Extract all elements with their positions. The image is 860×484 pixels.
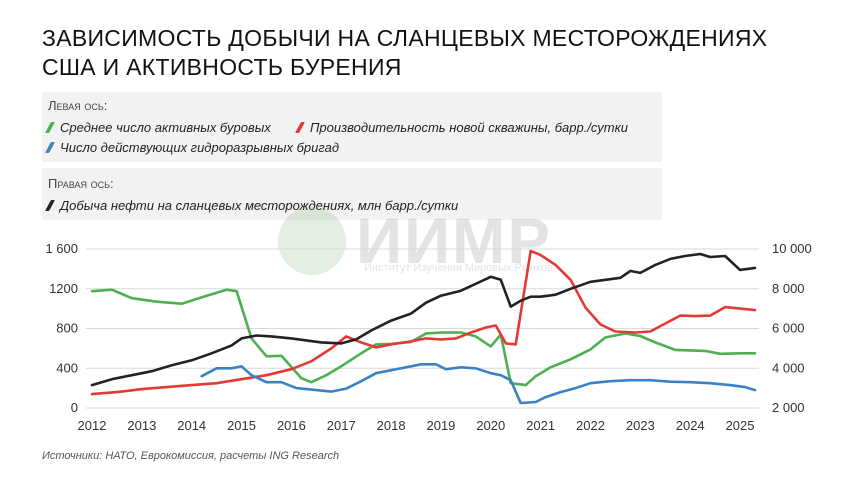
x-tick-label: 2018 — [377, 418, 406, 433]
legend-item-rigs: Среднее число активных буровых — [45, 120, 271, 135]
y-right-tick-label: 6 000 — [772, 321, 805, 336]
x-tick-label: 2019 — [426, 418, 455, 433]
x-tick-label: 2025 — [726, 418, 755, 433]
x-tick-label: 2021 — [526, 418, 555, 433]
legend-item-frac: Число действующих гидроразрывных бригад — [45, 140, 340, 155]
legend-right-axis-heading: Правая ось: — [48, 176, 114, 191]
y-left-tick-label: 1 600 — [45, 241, 78, 256]
y-left-tick-label: 800 — [56, 321, 78, 336]
x-tick-label: 2015 — [227, 418, 256, 433]
x-tick-label: 2014 — [177, 418, 206, 433]
legend-label-productivity: Производительность новой скважины, барр.… — [310, 120, 628, 135]
x-tick-label: 2022 — [576, 418, 605, 433]
page-title: ЗАВИСИМОСТЬ ДОБЫЧИ НА СЛАНЦЕВЫХ МЕСТОРОЖ… — [42, 25, 768, 80]
x-tick-label: 2012 — [78, 418, 107, 433]
y-right-tick-label: 2 000 — [772, 400, 805, 415]
y-right-tick-label: 4 000 — [772, 360, 805, 375]
legend-label-rigs: Среднее число активных буровых — [60, 120, 271, 135]
y-right-tick-label: 8 000 — [772, 281, 805, 296]
y-left-tick-label: 400 — [56, 360, 78, 375]
series-line-3 — [200, 363, 757, 405]
x-tick-label: 2020 — [476, 418, 505, 433]
x-tick-label: 2016 — [277, 418, 306, 433]
x-tick-label: 2023 — [626, 418, 655, 433]
legend-label-frac: Число действующих гидроразрывных бригад — [60, 140, 340, 155]
x-tick-label: 2013 — [127, 418, 156, 433]
series-line-4 — [90, 252, 757, 387]
x-tick-label: 2024 — [676, 418, 705, 433]
x-tick-label: 2017 — [327, 418, 356, 433]
source-note: Источники: НАТО, Еврокомиссия, расчеты I… — [42, 450, 340, 462]
legend-item-productivity: Производительность новой скважины, барр.… — [295, 120, 628, 135]
y-left-tick-label: 1200 — [49, 281, 78, 296]
legend-right-axis: Правая ось: Добыча нефти на сланцевых ме… — [42, 168, 662, 220]
series-line-1 — [90, 288, 757, 387]
legend-item-production: Добыча нефти на сланцевых месторождениях… — [45, 198, 459, 213]
y-right-tick-label: 10 000 — [772, 241, 812, 256]
legend-label-production: Добыча нефти на сланцевых месторождениях… — [60, 198, 459, 213]
legend-left-axis-heading: Левая ось: — [48, 98, 108, 113]
series-line-2 — [90, 249, 757, 396]
y-left-tick-label: 0 — [71, 400, 78, 415]
legend-left-axis: Левая ось: Среднее число активных буровы… — [42, 92, 662, 162]
